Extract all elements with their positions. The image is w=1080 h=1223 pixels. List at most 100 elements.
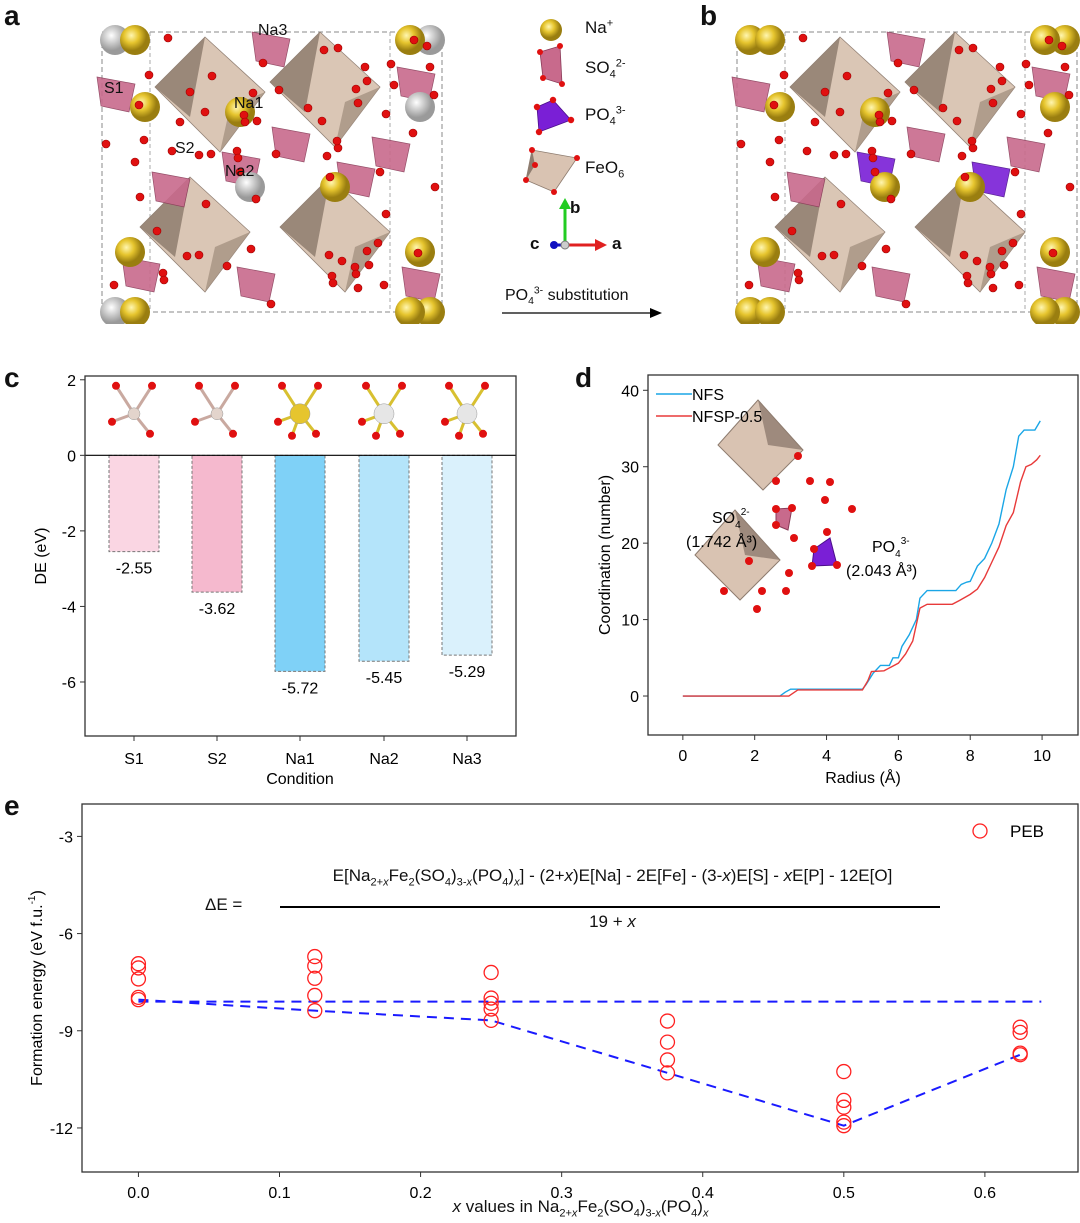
na-ion bbox=[750, 237, 780, 267]
oxygen-atom bbox=[163, 33, 173, 43]
site-structure-icon-S2 bbox=[191, 381, 239, 438]
oxygen-atom bbox=[868, 153, 878, 163]
oxygen-atom bbox=[372, 431, 380, 440]
oxygen-atom bbox=[848, 505, 856, 513]
oxygen-atom bbox=[429, 90, 439, 100]
equation-part: 2 bbox=[597, 1207, 604, 1220]
legend-label: NFS bbox=[692, 387, 724, 404]
po4-annotation: PO43- bbox=[872, 536, 910, 560]
oxygen-atom bbox=[1008, 238, 1018, 248]
y-tick-label: 20 bbox=[621, 536, 639, 553]
oxygen-atom bbox=[997, 246, 1007, 256]
oxygen-atom bbox=[479, 429, 487, 438]
axis-label-a: a bbox=[612, 234, 622, 253]
na-ion bbox=[235, 172, 265, 202]
equation-part: x bbox=[466, 876, 473, 889]
oxygen-atom bbox=[870, 167, 880, 177]
data-point bbox=[483, 990, 499, 1006]
structure-legend-icons bbox=[523, 19, 580, 195]
equation-part: x bbox=[722, 866, 731, 885]
y-tick-label: 2 bbox=[67, 373, 76, 390]
oxygen-atom bbox=[785, 569, 793, 577]
x-tick-label: 0.4 bbox=[692, 1185, 714, 1202]
center-atom bbox=[456, 403, 478, 425]
equation-numerator: E[Na2+xFe2(SO4)3-x(PO4)x] - (2+x)E[Na] -… bbox=[280, 866, 945, 889]
na-ion bbox=[405, 92, 435, 122]
oxygen-atom bbox=[146, 429, 154, 438]
oxygen-atom bbox=[938, 103, 948, 113]
oxygen-atom bbox=[881, 244, 891, 254]
data-point bbox=[483, 1001, 499, 1017]
oxygen-atom bbox=[790, 534, 798, 542]
oxygen-atom bbox=[408, 128, 418, 138]
data-point bbox=[307, 948, 323, 965]
oxygen-atom bbox=[389, 80, 399, 90]
equation-part: )E[Na] - 2E[Fe] - (3- bbox=[573, 866, 723, 885]
oxygen-atom bbox=[972, 256, 982, 266]
oxygen-atom bbox=[314, 381, 322, 390]
oxygen-atom bbox=[327, 271, 337, 281]
equation-part: ) bbox=[639, 1197, 646, 1216]
oxygen-atom bbox=[793, 268, 803, 278]
legend-marker-peb bbox=[972, 823, 988, 839]
bar-value-label: -3.62 bbox=[199, 601, 236, 618]
oxygen-atom bbox=[1044, 35, 1054, 45]
oxygen-atom bbox=[194, 250, 204, 260]
oxygen-atom bbox=[337, 256, 347, 266]
equation-part: 2+ bbox=[559, 1207, 572, 1220]
oxygen-atom bbox=[182, 251, 192, 261]
oxygen-atom bbox=[322, 151, 332, 161]
y-tick-label: 10 bbox=[621, 613, 639, 630]
y-axis-label: Formation energy (eV f.u.-1) bbox=[27, 890, 46, 1086]
center-atom bbox=[373, 403, 395, 425]
data-point bbox=[307, 987, 323, 1004]
oxygen-atom bbox=[246, 244, 256, 254]
bar-Na3 bbox=[441, 454, 493, 656]
crystal-structure-nfsp bbox=[731, 25, 1080, 324]
site-label-s2: S2 bbox=[175, 140, 195, 157]
oxygen-atom bbox=[758, 587, 766, 595]
oxygen-atom bbox=[1021, 59, 1031, 69]
oxygen-atom bbox=[413, 248, 423, 258]
oxygen-atom bbox=[960, 172, 970, 182]
equation-part: ) bbox=[451, 866, 457, 885]
bar-Na2 bbox=[358, 454, 410, 662]
legend-na: Na+ bbox=[585, 17, 614, 37]
x-tick-label: Na3 bbox=[452, 751, 481, 768]
po4-volume: (2.043 Å³) bbox=[846, 561, 917, 580]
na-ion bbox=[120, 297, 150, 324]
oxygen-atom bbox=[962, 271, 972, 281]
equation-fraction-bar bbox=[280, 906, 940, 908]
equation-part: values in Na bbox=[461, 1197, 560, 1216]
axis-label-b: b bbox=[570, 198, 581, 217]
oxygen-atom bbox=[857, 261, 867, 271]
oxygen-atom bbox=[810, 117, 820, 127]
equation-part: (PO bbox=[660, 1197, 692, 1216]
x-tick-label: Na2 bbox=[369, 751, 398, 768]
na-ion bbox=[1040, 92, 1070, 122]
oxygen-atom bbox=[422, 41, 432, 51]
so4-tetrahedron bbox=[401, 266, 441, 303]
so4-tetrahedron bbox=[1036, 266, 1076, 303]
feo6-octahedron-face bbox=[735, 510, 780, 560]
data-point bbox=[836, 1092, 852, 1109]
so4-tetrahedron bbox=[775, 507, 793, 531]
feo6-octahedron-face bbox=[758, 400, 803, 450]
oxygen-atom bbox=[167, 146, 177, 156]
data-point bbox=[307, 958, 323, 974]
oxygen-atom bbox=[782, 587, 790, 595]
data-point bbox=[659, 1034, 676, 1050]
oxygen-atom bbox=[232, 146, 242, 156]
oxygen-atom bbox=[842, 71, 852, 81]
data-point bbox=[483, 995, 499, 1011]
feo6-octahedron-icon bbox=[523, 147, 580, 195]
data-point bbox=[130, 992, 147, 1008]
oxygen-atom bbox=[251, 194, 261, 204]
oxygen-atom bbox=[770, 192, 780, 202]
x-tick-label: 0 bbox=[678, 748, 687, 765]
oxygen-atom bbox=[324, 250, 334, 260]
center-atom bbox=[210, 407, 224, 421]
oxygen-atom bbox=[351, 84, 361, 94]
oxygen-atom bbox=[396, 429, 404, 438]
equation-part: )E[S] - bbox=[730, 866, 784, 885]
